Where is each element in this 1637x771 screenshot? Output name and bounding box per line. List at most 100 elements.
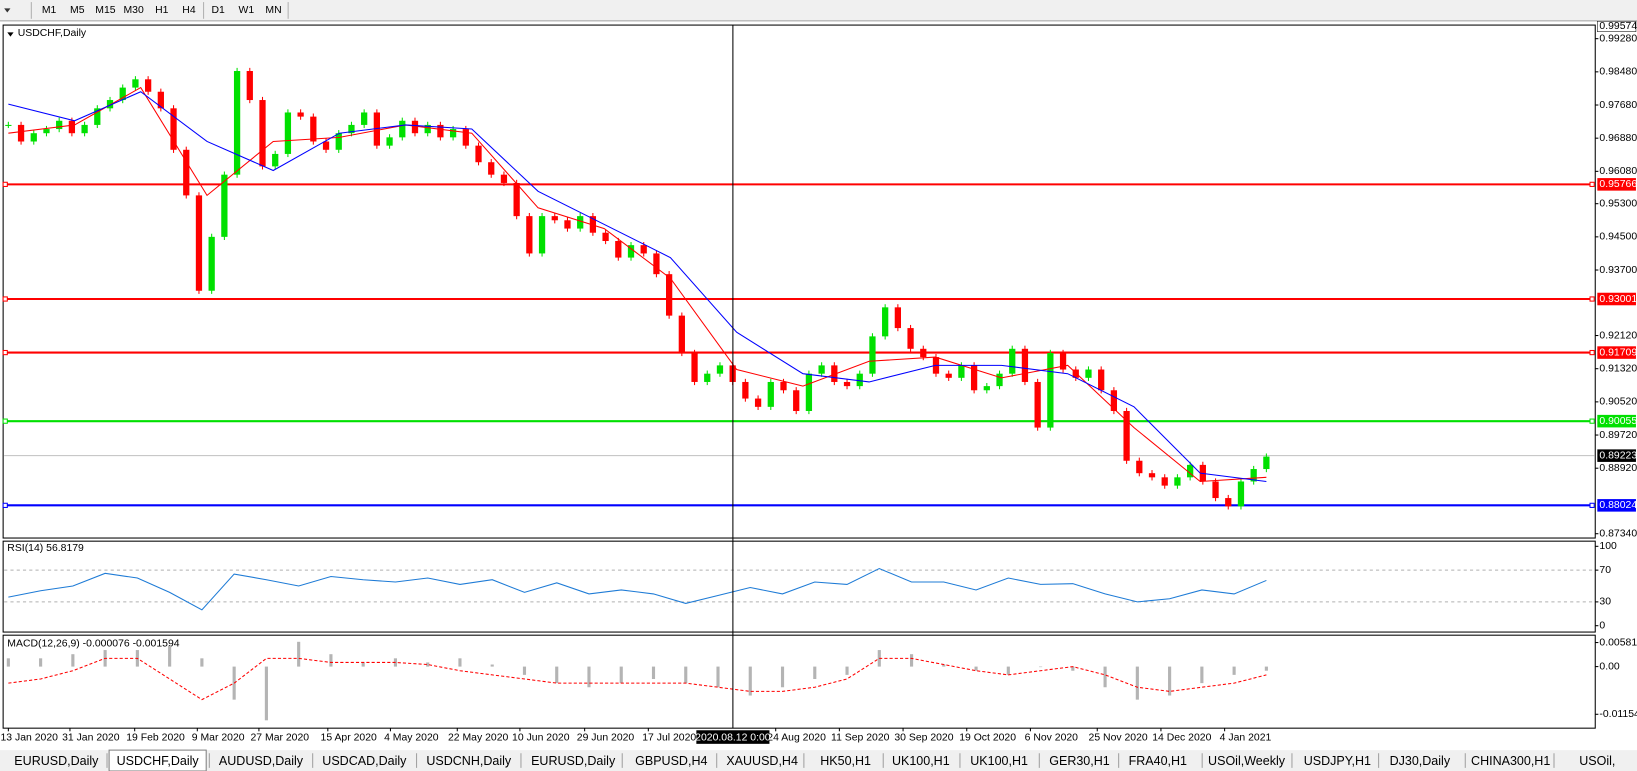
timeframe-button[interactable]: MN bbox=[265, 5, 281, 16]
candle bbox=[754, 398, 762, 407]
x-tick-label: 4 May 2020 bbox=[384, 732, 439, 743]
candle bbox=[1212, 481, 1219, 499]
candle bbox=[538, 216, 546, 254]
candle bbox=[1085, 369, 1092, 378]
candle bbox=[246, 71, 253, 101]
current-price-box bbox=[1597, 449, 1636, 462]
chart-tab[interactable]: CHINA300,H1 bbox=[1471, 754, 1550, 768]
chart-tab[interactable]: EURUSD,Daily bbox=[14, 754, 99, 768]
candle bbox=[221, 174, 228, 237]
tabs: EURUSD,Daily USDCHF,Daily AUDUSD,Daily USDC… bbox=[14, 749, 1615, 771]
timeframe-button[interactable]: M30 bbox=[123, 5, 143, 16]
candle bbox=[449, 129, 457, 138]
chart-tab[interactable]: EURUSD,Daily bbox=[531, 754, 616, 768]
hline-handle bbox=[2, 349, 8, 356]
timeframe-button[interactable]: M15 bbox=[95, 5, 115, 16]
macd-bar bbox=[200, 658, 204, 667]
macd-bar bbox=[39, 658, 43, 667]
hline-handle bbox=[1589, 296, 1595, 302]
candle bbox=[145, 79, 152, 92]
macd-bar bbox=[168, 645, 172, 667]
y-tick-label: 0.93700 bbox=[1599, 265, 1637, 276]
macd-tick-label: 0.00 bbox=[1599, 661, 1620, 672]
chart-tab[interactable]: AUDUSD,Daily bbox=[219, 754, 304, 768]
y-tick-label: 0.98480 bbox=[1599, 67, 1637, 78]
macd-bar bbox=[490, 664, 494, 667]
macd-bar bbox=[555, 666, 559, 684]
top-price-box bbox=[1597, 20, 1637, 32]
macd-bar bbox=[716, 666, 720, 688]
candle bbox=[284, 112, 292, 154]
chart-tab[interactable]: XAUUSD,H4 bbox=[726, 754, 798, 768]
macd-bar bbox=[1103, 666, 1107, 688]
candle bbox=[348, 124, 355, 134]
x-tick-label: 30 Sep 2020 bbox=[894, 732, 953, 743]
chart-tab[interactable]: USDCHF,Daily bbox=[117, 754, 200, 768]
candle bbox=[68, 120, 76, 134]
candle bbox=[945, 373, 952, 378]
timeframe-button[interactable]: W1 bbox=[239, 5, 255, 16]
macd-bar bbox=[909, 654, 914, 667]
chart-tab[interactable]: USDJPY,H1 bbox=[1304, 754, 1371, 768]
candle bbox=[513, 182, 520, 217]
chart-tab[interactable]: USOil, bbox=[1579, 754, 1615, 768]
chart-tab[interactable]: GER30,H1 bbox=[1049, 754, 1110, 768]
candle bbox=[56, 120, 63, 130]
candle bbox=[399, 120, 406, 138]
hline-price-box bbox=[1597, 292, 1636, 306]
candle bbox=[843, 381, 851, 387]
candle bbox=[666, 274, 673, 316]
chart-tab[interactable]: UK100,H1 bbox=[970, 754, 1028, 768]
moving-average bbox=[8, 86, 1267, 483]
hline-handle bbox=[1589, 349, 1595, 356]
x-tick-label: 9 Mar 2020 bbox=[192, 732, 245, 743]
chart-tab[interactable]: DJ30,Daily bbox=[1390, 754, 1451, 768]
candle bbox=[322, 141, 330, 150]
timeframe-button[interactable]: M5 bbox=[70, 5, 85, 16]
candle bbox=[780, 381, 787, 391]
candle bbox=[5, 124, 12, 126]
y-tick-label: 0.94500 bbox=[1599, 232, 1637, 243]
chart-tab[interactable]: USDCAD,Daily bbox=[322, 754, 407, 768]
rsi-panel bbox=[2, 540, 1596, 633]
chart-tab[interactable]: USDCNH,Daily bbox=[426, 754, 512, 768]
panel-menu-icon[interactable] bbox=[7, 32, 14, 37]
hline-price-box bbox=[1597, 414, 1636, 428]
candle bbox=[94, 108, 101, 125]
timeframe-button[interactable]: H1 bbox=[155, 5, 169, 16]
chart-tab[interactable]: HK50,H1 bbox=[820, 754, 871, 768]
chart-tab[interactable]: GBPUSD,H4 bbox=[635, 754, 707, 768]
candle bbox=[437, 124, 444, 138]
candle bbox=[856, 373, 863, 387]
y-tick-label: 0.97680 bbox=[1599, 100, 1637, 111]
chart-tab[interactable]: USOil,Weekly bbox=[1208, 754, 1286, 768]
candle bbox=[17, 124, 25, 142]
candle bbox=[1250, 469, 1257, 482]
candle bbox=[1136, 460, 1143, 474]
candle bbox=[335, 133, 342, 150]
current-price-label: 0.89223 bbox=[1599, 450, 1637, 461]
moving-average bbox=[8, 91, 1267, 483]
candle bbox=[1034, 381, 1041, 428]
candle bbox=[882, 307, 889, 337]
x-tick-label: 19 Feb 2020 bbox=[126, 732, 185, 743]
candle bbox=[1148, 473, 1156, 478]
chart-tab[interactable]: FRA40,H1 bbox=[1129, 754, 1187, 768]
candle bbox=[411, 120, 419, 134]
macd-panel bbox=[2, 634, 1596, 729]
chart-tab[interactable]: UK100,H1 bbox=[892, 754, 950, 768]
candle bbox=[691, 352, 698, 382]
candle bbox=[653, 253, 660, 275]
timeframe-button[interactable]: H4 bbox=[182, 5, 196, 16]
macd-bar bbox=[6, 658, 10, 667]
candle bbox=[589, 216, 597, 233]
x-tick-label: 19 Oct 2020 bbox=[959, 732, 1016, 743]
macd-bar bbox=[458, 658, 462, 667]
hline-handle bbox=[2, 181, 8, 187]
x-tick-label: 10 Jun 2020 bbox=[512, 732, 570, 743]
symbol-label: USDCHF,Daily bbox=[18, 28, 87, 39]
timeframe-button[interactable]: D1 bbox=[212, 5, 226, 16]
candle bbox=[1174, 477, 1181, 486]
candle bbox=[1047, 352, 1054, 428]
timeframe-button[interactable]: M1 bbox=[42, 5, 57, 16]
